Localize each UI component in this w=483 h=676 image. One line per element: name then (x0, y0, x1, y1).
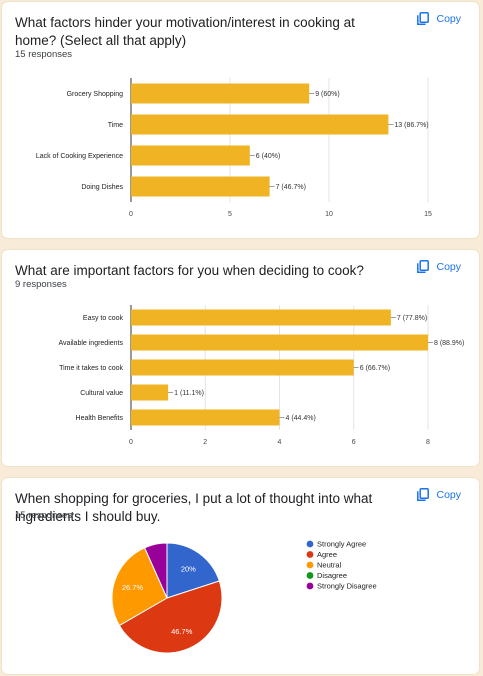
data-label: 13 (86.7%) (394, 122, 428, 129)
question-card-2: What are important factors for you when … (2, 250, 479, 466)
legend-marker (307, 562, 314, 569)
x-tick-label: 0 (129, 439, 133, 446)
legend-label: Strongly Disagree (317, 582, 377, 591)
data-label: 1 (11.1%) (174, 390, 204, 397)
pie-percent-label: 26.7% (122, 583, 144, 592)
bar-chart-hinder-factors: 0 5 10 15 Grocery Shopping 9 (60%) Time 13 (86.… (2, 2, 479, 238)
pie-percent-label: 46.7% (171, 627, 193, 636)
legend-marker (307, 541, 314, 548)
category-label: Grocery Shopping (67, 91, 124, 98)
x-tick-label: 0 (129, 211, 133, 218)
legend-marker (307, 551, 314, 558)
legend-label: Agree (317, 550, 337, 559)
x-tick-label: 15 (424, 211, 432, 218)
bar (131, 177, 270, 197)
data-label: 6 (66.7%) (360, 365, 390, 372)
category-label: Easy to cook (83, 315, 124, 322)
data-label: 4 (44.4%) (286, 415, 316, 422)
category-label: Time (108, 122, 123, 129)
bar (131, 410, 280, 426)
legend-label: Strongly Agree (317, 540, 366, 549)
question-card-3: When shopping for groceries, I put a lot… (2, 478, 479, 674)
pie-percent-label: 20% (181, 565, 196, 574)
x-tick-label: 6 (352, 439, 356, 446)
category-label: Cultural value (80, 390, 123, 397)
bar (131, 146, 250, 166)
category-label: Available ingredients (59, 340, 124, 347)
legend-label: Neutral (317, 561, 342, 570)
data-label: 7 (77.8%) (397, 315, 427, 322)
x-tick-label: 10 (325, 211, 333, 218)
category-label: Doing Dishes (81, 184, 123, 191)
legend-marker (307, 572, 314, 579)
x-tick-label: 5 (228, 211, 232, 218)
data-label: 8 (88.9%) (434, 340, 464, 347)
data-label: 6 (40%) (256, 153, 281, 160)
category-label: Lack of Cooking Experience (36, 153, 123, 160)
bar-chart-cook-factors: 0 2 4 6 8 Easy to cook 7 (77.8%) Available ingr… (2, 250, 479, 466)
bar (131, 310, 391, 326)
question-card-1: What factors hinder your motivation/inte… (2, 2, 479, 238)
bar (131, 385, 168, 401)
x-tick-label: 4 (278, 439, 282, 446)
bar (131, 115, 388, 135)
legend-marker (307, 583, 314, 590)
category-label: Time it takes to cook (59, 365, 123, 372)
bar (131, 360, 354, 376)
bar (131, 84, 309, 104)
x-tick-label: 2 (203, 439, 207, 446)
legend-label: Disagree (317, 571, 347, 580)
x-tick-label: 8 (426, 439, 430, 446)
data-label: 7 (46.7%) (276, 184, 306, 191)
bar (131, 335, 428, 351)
category-label: Health Benefits (76, 415, 124, 422)
data-label: 9 (60%) (315, 91, 340, 98)
